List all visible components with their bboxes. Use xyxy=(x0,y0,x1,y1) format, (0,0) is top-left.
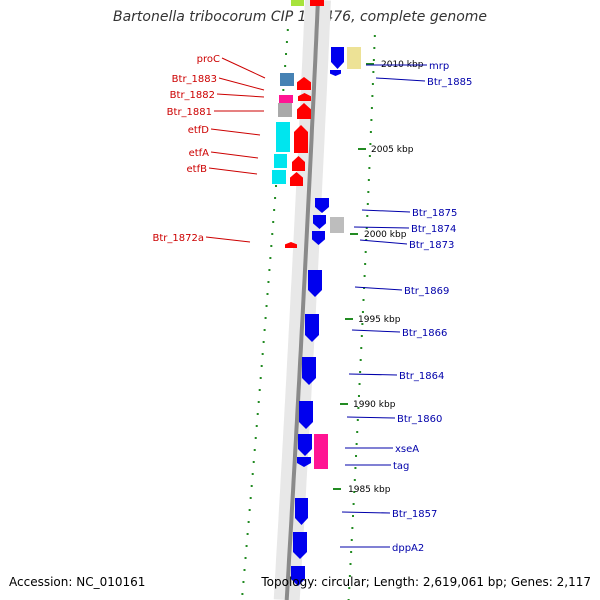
reverse-label-leader xyxy=(375,77,426,82)
genome-summary: Topology: circular; Length: 2,619,061 bp… xyxy=(261,575,591,589)
reverse-gene-arrow xyxy=(302,357,316,385)
reverse-gene-labels: mrp Btr_1885 Btr_1875 Btr_1874 Btr_1873 Btr_1… xyxy=(340,61,472,554)
gene-box xyxy=(272,170,286,184)
reverse-label-leader xyxy=(359,239,408,245)
reverse-gene-arrow xyxy=(298,434,312,456)
gene-box xyxy=(347,47,361,69)
forward-gene-label: Btr_1881 xyxy=(167,107,212,118)
tick-label: 1995 kbp xyxy=(358,315,401,325)
forward-gene-label: proC xyxy=(197,54,220,65)
gene-box xyxy=(278,103,292,117)
reverse-gene-arrow xyxy=(305,314,319,342)
reverse-label-leader xyxy=(361,209,411,213)
tick-label: 1985 kbp xyxy=(348,485,391,495)
gc-content-track xyxy=(241,29,376,600)
reverse-gene-label: Btr_1875 xyxy=(412,208,457,219)
gene-features xyxy=(272,0,361,586)
reverse-gene-arrow xyxy=(293,532,307,559)
tick-label: 2000 kbp xyxy=(364,230,407,240)
forward-gene-label: etfB xyxy=(187,164,208,175)
reverse-gene-arrow xyxy=(308,270,322,297)
reverse-gene-arrow xyxy=(330,70,341,76)
reverse-gene-arrow xyxy=(291,566,305,586)
reverse-label-leader xyxy=(348,373,398,376)
reverse-gene-label: dppA2 xyxy=(392,543,424,554)
forward-label-leader xyxy=(208,167,258,175)
forward-gene-label: etfD xyxy=(188,125,210,136)
forward-gene-arrow xyxy=(298,93,311,101)
reverse-gene-arrow xyxy=(315,198,329,213)
forward-gene-labels: proC Btr_1883 Btr_1882 Btr_1881 etfD etfA etfB… xyxy=(153,54,266,244)
forward-gene-arrow xyxy=(297,77,311,90)
reverse-gene-label: Btr_1873 xyxy=(409,240,454,251)
gene-box xyxy=(274,154,287,168)
reverse-label-leader xyxy=(346,416,396,419)
reverse-gene-label: Btr_1860 xyxy=(397,414,442,425)
reverse-gene-arrow xyxy=(312,231,325,245)
reverse-label-leader xyxy=(353,226,410,229)
forward-label-leader xyxy=(210,128,261,136)
gene-box xyxy=(330,217,344,233)
reverse-gene-label: tag xyxy=(393,461,409,472)
reverse-gene-label: Btr_1885 xyxy=(427,77,472,88)
gene-box xyxy=(314,434,328,469)
reverse-gene-arrow xyxy=(295,498,308,525)
gene-box xyxy=(280,73,294,86)
gene-box xyxy=(279,95,293,103)
forward-label-leader xyxy=(216,93,265,98)
reverse-gene-label: Btr_1874 xyxy=(411,224,456,235)
tick-label: 2005 kbp xyxy=(371,145,414,155)
gene-partial xyxy=(291,0,304,6)
forward-gene-label: Btr_1882 xyxy=(170,90,215,101)
forward-gene-arrow xyxy=(285,242,297,248)
backbone-line xyxy=(284,0,320,600)
reverse-gene-arrow xyxy=(299,401,313,429)
genome-title: Bartonella tribocorum CIP 105476, comple… xyxy=(112,9,488,25)
forward-gene-arrow xyxy=(292,156,305,171)
gene-partial xyxy=(310,0,324,6)
reverse-gene-label: Btr_1866 xyxy=(402,328,447,339)
forward-gene-label: Btr_1872a xyxy=(153,233,204,244)
forward-gene-arrow xyxy=(297,103,311,119)
forward-gene-arrow xyxy=(290,172,303,186)
reverse-gene-arrow xyxy=(313,215,326,229)
forward-label-leader xyxy=(210,151,259,159)
reverse-gene-label: xseA xyxy=(395,444,419,455)
genome-backbone xyxy=(273,0,331,600)
reverse-gene-arrow xyxy=(297,457,311,467)
reverse-gene-label: mrp xyxy=(429,61,449,72)
accession-label: Accession: NC_010161 xyxy=(9,575,146,589)
reverse-gene-arrow xyxy=(331,47,344,69)
forward-label-leader xyxy=(205,236,251,243)
forward-gene-label: etfA xyxy=(189,148,210,159)
forward-label-leader xyxy=(221,57,266,79)
reverse-label-leader xyxy=(351,329,401,333)
reverse-gene-label: Btr_1864 xyxy=(399,371,444,382)
forward-gene-arrow xyxy=(294,125,308,153)
reverse-label-leader xyxy=(354,286,403,291)
gene-box xyxy=(276,122,290,152)
reverse-gene-label: Btr_1869 xyxy=(404,286,449,297)
tick-label: 1990 kbp xyxy=(353,400,396,410)
reverse-gene-label: Btr_1857 xyxy=(392,509,437,520)
forward-label-leader xyxy=(218,77,265,91)
forward-gene-label: Btr_1883 xyxy=(172,74,217,85)
reverse-label-leader xyxy=(341,511,391,514)
